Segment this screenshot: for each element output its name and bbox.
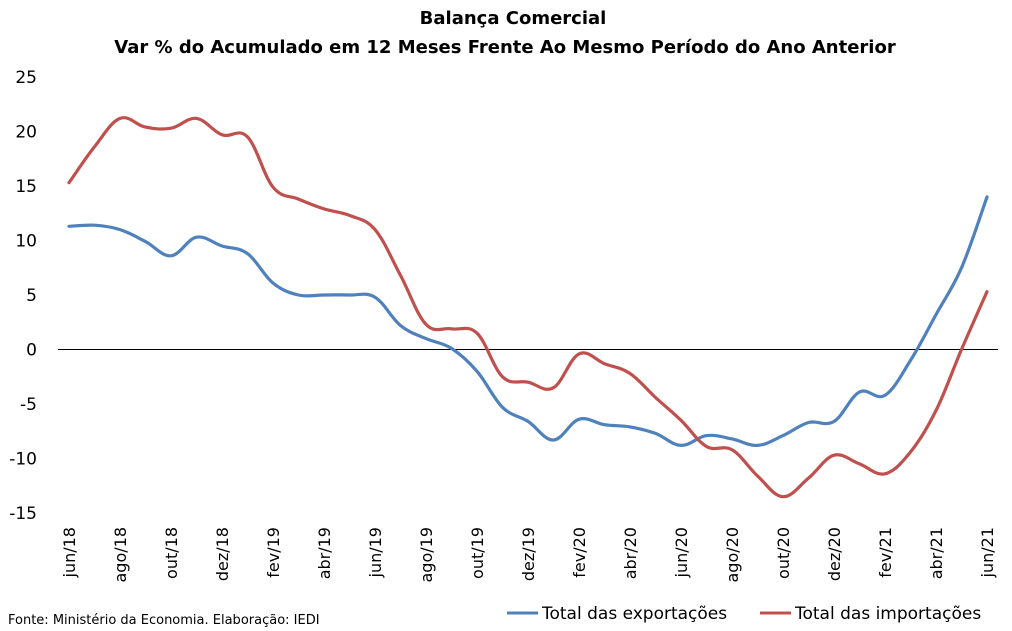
y-tick-label: -15 bbox=[9, 504, 37, 524]
x-tick-label: out/20 bbox=[774, 527, 793, 579]
x-tick-label: ago/18 bbox=[111, 527, 130, 583]
series-lines bbox=[67, 116, 989, 499]
chart-subtitle: Var % do Acumulado em 12 Meses Frente Ao… bbox=[114, 37, 896, 58]
x-tick-label: jun/21 bbox=[978, 527, 997, 578]
x-tick-label: abr/20 bbox=[621, 527, 640, 579]
x-tick-label: ago/19 bbox=[417, 527, 436, 583]
series-line-imports bbox=[67, 116, 989, 499]
x-tick-label: out/19 bbox=[468, 527, 487, 579]
x-tick-label: fev/19 bbox=[264, 527, 283, 578]
source-note: Fonte: Ministério da Economia. Elaboraçã… bbox=[8, 613, 320, 628]
y-tick-label: -5 bbox=[20, 395, 37, 415]
y-tick-label: -10 bbox=[9, 450, 37, 470]
x-tick-label: out/18 bbox=[162, 527, 181, 579]
y-axis-ticks: 25 20 15 10 5 0 -5 -10 -15 bbox=[9, 68, 37, 524]
x-tick-label: dez/19 bbox=[519, 527, 538, 581]
series-line-exports bbox=[67, 195, 989, 448]
y-tick-label: 5 bbox=[26, 286, 37, 306]
legend-label-exports: Total das exportações bbox=[541, 604, 727, 624]
x-tick-label: jun/19 bbox=[366, 527, 385, 578]
x-tick-label: jun/20 bbox=[672, 527, 691, 578]
x-tick-label: abr/19 bbox=[315, 527, 334, 579]
y-tick-label: 25 bbox=[15, 68, 37, 88]
x-axis-ticks: jun/18 ago/18 out/18 dez/18 fev/19 abr/19 jun/… bbox=[60, 527, 997, 583]
y-tick-label: 0 bbox=[26, 341, 37, 361]
legend: Total das exportações Total das importaç… bbox=[507, 604, 981, 624]
x-tick-label: abr/21 bbox=[927, 527, 946, 579]
y-tick-label: 15 bbox=[15, 177, 37, 197]
y-tick-label: 20 bbox=[15, 123, 37, 143]
chart-title: Balança Comercial bbox=[420, 8, 607, 29]
x-tick-label: dez/20 bbox=[825, 527, 844, 581]
x-tick-label: jun/18 bbox=[60, 527, 79, 578]
x-tick-label: fev/20 bbox=[570, 527, 589, 578]
x-tick-label: fev/21 bbox=[876, 527, 895, 578]
x-tick-label: ago/20 bbox=[723, 527, 742, 583]
y-tick-label: 10 bbox=[15, 232, 37, 252]
legend-label-imports: Total das importações bbox=[794, 604, 981, 624]
x-tick-label: dez/18 bbox=[213, 527, 232, 581]
